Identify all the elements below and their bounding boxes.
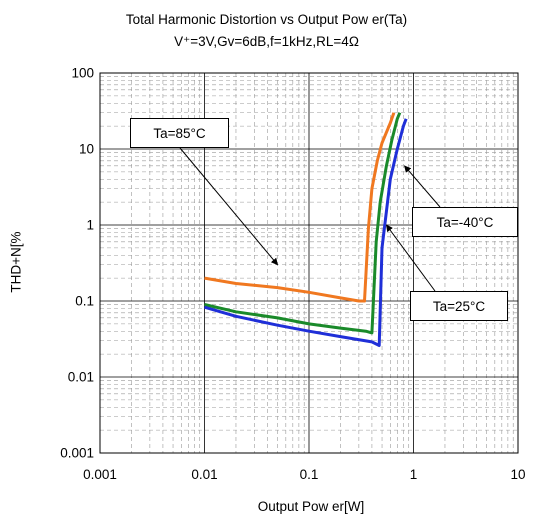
y-tick-label: 0.1 (75, 293, 94, 309)
y-tick-label: 10 (78, 141, 94, 157)
annotation-arrow-2 (385, 224, 436, 292)
x-tick-label: 0.01 (191, 467, 218, 482)
series-line-2 (204, 118, 408, 347)
x-tick-label: 0.001 (83, 467, 117, 482)
y-tick-label: 0.01 (67, 369, 94, 385)
x-tick-label: 10 (510, 467, 526, 482)
series-line-1 (204, 112, 402, 335)
x-axis-label: Output Pow er[W] (257, 499, 365, 514)
y-tick-label: 0.001 (60, 445, 94, 461)
y-axis-label: THD+N[% (8, 231, 24, 293)
chart-title: Total Harmonic Distortion vs Output Pow … (125, 12, 408, 27)
y-tick-label: 100 (71, 65, 94, 81)
x-tick-label: 1 (409, 467, 418, 482)
series-line-0 (204, 112, 396, 303)
chart-subtitle: V⁺=3V,Gv=6dB,f=1kHz,RL=4Ω (174, 34, 359, 49)
annotation-arrows (179, 147, 441, 292)
y-tick-label: 1 (86, 217, 94, 233)
annotation-arrow-1 (404, 165, 441, 208)
x-tick-label: 0.1 (299, 467, 319, 482)
plot-frame (99, 72, 519, 454)
annotation-ta-25: Ta=25°C (410, 291, 508, 321)
annotation-arrow-0 (179, 147, 278, 266)
series-group (204, 112, 408, 347)
annotation-ta-85: Ta=85°C (130, 118, 229, 148)
annotation-ta-minus-40: Ta=-40°C (412, 207, 518, 237)
